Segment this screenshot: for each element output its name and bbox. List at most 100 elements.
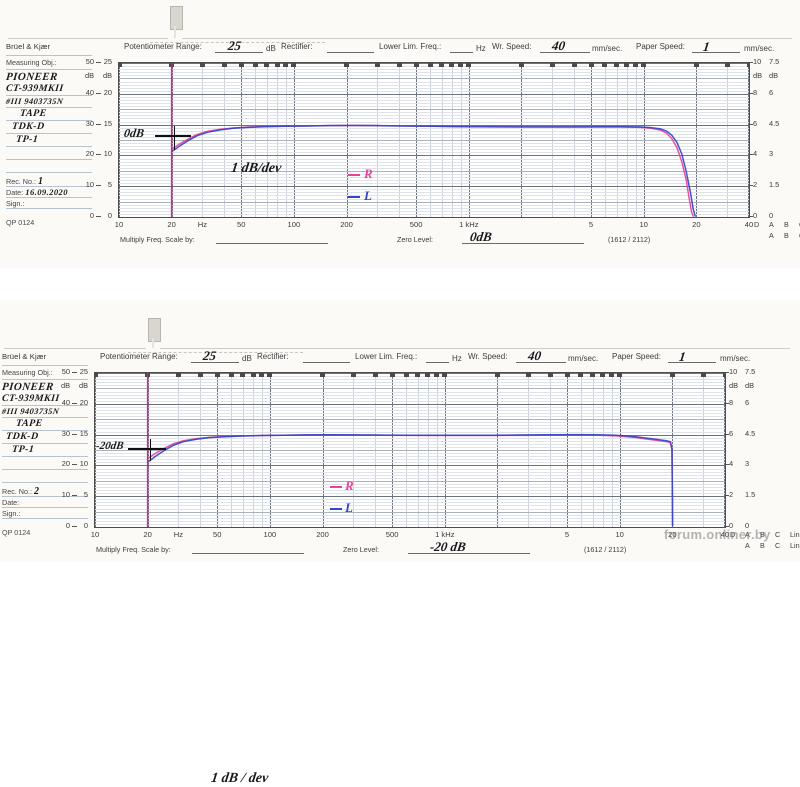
gridline-horizontal — [119, 192, 749, 194]
brand-label-bottom: Brüel & Kjær — [2, 352, 47, 361]
weighting-label-row1: C — [775, 530, 781, 539]
y-tick-mark-left — [72, 372, 77, 373]
y-tick-right-outer: 2 — [753, 180, 758, 190]
y-tick-right-inner: 6 — [745, 397, 750, 407]
date-label: Date: — [6, 188, 24, 197]
y-tick-right-inner: 4.5 — [745, 428, 756, 438]
paper-tab-stem-bottom — [152, 338, 154, 348]
chart-sheet-bottom: Brüel & Kjær Measuring Obj.: PIONEER CT-… — [0, 300, 800, 786]
sign-label: Sign.: — [6, 199, 25, 208]
axis-tick-mark — [722, 373, 725, 377]
axis-tick-mark — [389, 373, 395, 377]
axis-tick-mark — [175, 373, 181, 377]
gridline-horizontal — [95, 379, 725, 381]
y-tick-mark-left — [96, 92, 101, 94]
paper-speed-unit: mm/sec. — [744, 44, 775, 53]
paper-tab-top — [170, 6, 183, 30]
axis-tick-mark — [252, 63, 258, 67]
gridline-horizontal — [95, 520, 725, 522]
y-tick-mark-right — [724, 495, 729, 497]
pot-range-label: Potentiometer Range: — [124, 42, 202, 51]
axis-tick-mark — [693, 63, 699, 67]
gridline-horizontal — [119, 180, 749, 181]
axis-tick-mark — [494, 373, 500, 377]
wr-speed-unit-bottom: mm/sec. — [568, 354, 599, 363]
measuring-obj-label-bottom: Measuring Obj.: — [2, 368, 53, 377]
y-tick-right-outer: 2 — [729, 490, 734, 500]
y-tick-mark-left — [72, 526, 77, 527]
x-tick-label: Hz — [173, 530, 184, 539]
gridline-horizontal — [95, 419, 725, 421]
lower-lim-label-bottom: Lower Lim. Freq.: — [355, 352, 418, 361]
gridline-horizontal — [95, 431, 725, 433]
axis-tick-mark — [240, 373, 246, 377]
x-tick-label: 40 — [720, 530, 730, 539]
gridline-horizontal — [119, 170, 749, 172]
axis-tick-mark — [350, 373, 356, 377]
measuring-obj-label: Measuring Obj.: — [6, 58, 57, 67]
multiply-label-top: Multiply Freq. Scale by: — [120, 235, 195, 244]
axis-tick-mark — [571, 63, 577, 67]
scale-note-bottom: 1 dB / dev — [210, 771, 270, 786]
gridline-horizontal — [95, 397, 725, 399]
zero-level-value-top: 0dB — [469, 229, 493, 244]
gridline-horizontal — [119, 195, 749, 197]
axis-tick-mark — [274, 63, 280, 67]
measuring-obj-line-4: TAPE — [19, 108, 48, 119]
y-tick-left-outer: 10 — [61, 490, 70, 500]
gridline-horizontal — [119, 164, 749, 166]
brand-label: Brüel & Kjær — [6, 42, 51, 51]
gridline-horizontal — [119, 81, 749, 83]
gridline-horizontal — [95, 487, 725, 488]
y-tick-mark-right — [748, 216, 753, 217]
axis-tick-mark — [238, 63, 244, 67]
weighting-label-row2: B — [784, 231, 789, 240]
paper-speed-unit-bottom: mm/sec. — [720, 354, 751, 363]
y-tick-mark-right — [748, 154, 753, 156]
gridline-vertical — [749, 63, 750, 217]
zero-level-label-top: Zero Level: — [397, 235, 433, 244]
axis-tick-mark — [259, 373, 265, 377]
axis-tick-mark — [617, 373, 623, 377]
axis-tick-mark — [547, 373, 553, 377]
tab-rule-left — [8, 38, 168, 39]
axis-tick-mark — [199, 63, 205, 67]
y-tick-right-outer: 10 — [753, 57, 762, 66]
gridline-horizontal — [95, 425, 725, 427]
scale-note-top: 1 dB/dev — [230, 161, 283, 176]
axis-tick-mark — [95, 373, 98, 377]
y-tick-left-inner: 25 — [79, 367, 88, 376]
weighting-label-row1: B — [760, 530, 765, 539]
gridline-horizontal — [95, 450, 725, 451]
gridline-horizontal — [95, 394, 725, 396]
chart-sheet-top: Brüel & Kjær Measuring Obj.: PIONEER CT-… — [0, 0, 800, 268]
gridline-horizontal — [119, 115, 749, 117]
x-tick-label: 100 — [287, 220, 301, 229]
gridline-horizontal — [119, 90, 749, 92]
axis-tick-mark — [669, 373, 675, 377]
rec-no-label: Rec. No.: — [6, 177, 36, 186]
rectifier-label: Rectifier: — [281, 42, 313, 51]
x-tick-label: 5 — [564, 530, 570, 539]
gridline-horizontal — [119, 136, 749, 138]
axis-tick-mark — [344, 63, 350, 67]
legend-label-l-top: L — [364, 188, 372, 203]
weighting-label-row2: B — [760, 541, 765, 550]
axis-tick-mark — [614, 63, 620, 67]
y-tick-right-inner: 7.5 — [745, 367, 756, 376]
measuring-obj-line-3-bottom: #III 9403735N — [1, 406, 60, 416]
gridline-horizontal — [119, 130, 749, 132]
axis-tick-mark — [396, 63, 402, 67]
axis-tick-mark — [724, 63, 730, 67]
lower-lim-label: Lower Lim. Freq.: — [379, 42, 442, 51]
axis-tick-mark — [374, 63, 380, 67]
y-tick-right-outer: 0 — [753, 211, 758, 220]
gridline-horizontal — [95, 459, 725, 461]
x-tick-label: 50 — [237, 220, 246, 229]
axis-tick-mark — [525, 373, 531, 377]
gridline-horizontal — [95, 385, 725, 387]
gridline-horizontal — [119, 189, 749, 191]
paper-code-bottom: (1612 / 2112) — [584, 545, 627, 554]
gridline-horizontal — [119, 72, 749, 74]
gridline-horizontal — [119, 127, 749, 129]
